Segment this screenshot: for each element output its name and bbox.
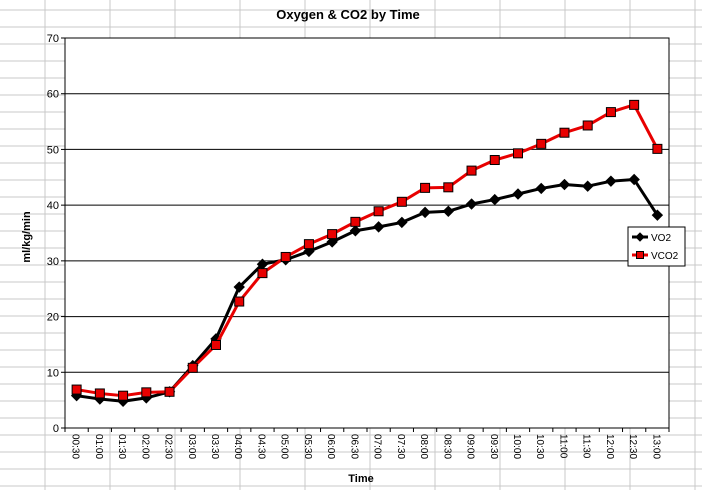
y-tick-label: 0 [53, 423, 59, 435]
y-gridlines [65, 93, 669, 373]
data-point-vco2 [71, 384, 82, 395]
x-tick-label: 08:30 [441, 434, 452, 459]
data-point-vo2 [628, 173, 640, 186]
x-tick-label: 04:30 [255, 434, 266, 459]
legend-label: VO2 [651, 233, 671, 244]
plot-area [65, 38, 669, 428]
data-point-vo2 [396, 216, 408, 229]
data-point-vco2 [466, 165, 477, 176]
x-tick-label: 06:00 [325, 434, 336, 459]
y-axis-label: ml/kg/min [21, 211, 33, 263]
x-tick-label: 02:30 [163, 434, 174, 459]
y-axis: 0 10 20 30 40 50 60 70 [47, 33, 65, 435]
x-tick-label: 01:30 [116, 434, 127, 459]
data-point-vo2 [605, 175, 617, 187]
x-tick-label: 12:30 [627, 434, 638, 459]
x-tick-label: 04:00 [232, 434, 243, 459]
data-point-vco2 [652, 143, 663, 154]
data-point-vco2 [559, 127, 570, 138]
chart-title: Oxygen & CO2 by Time [276, 7, 420, 22]
y-tick-label: 20 [47, 312, 59, 324]
data-point-vo2 [326, 236, 338, 248]
data-point-vo2 [558, 178, 571, 191]
x-axis: 00:30 01:00 01:30 02:00 02:30 03:00 03:30 04:00… [64, 428, 670, 459]
data-point-vco2 [94, 388, 105, 399]
data-point-vco2 [582, 120, 593, 131]
data-point-vo2 [489, 193, 501, 206]
data-point-vco2 [211, 339, 221, 350]
x-tick-label: 03:00 [186, 434, 197, 459]
data-point-vco2 [443, 182, 454, 193]
x-tick-label: 05:00 [279, 434, 290, 459]
data-point-vco2 [141, 387, 152, 398]
data-point-vco2 [396, 196, 407, 207]
x-tick-label: 01:00 [93, 434, 104, 459]
data-point-vco2 [605, 107, 616, 118]
data-point-vco2 [629, 99, 640, 110]
x-tick-label: 07:00 [372, 434, 383, 459]
data-point-vco2 [513, 148, 523, 159]
x-axis-label: Time [348, 473, 373, 485]
data-point-vco2 [164, 386, 175, 397]
y-tick-label: 50 [47, 144, 59, 156]
x-tick-label: 13:00 [650, 434, 661, 459]
series-vco2 [71, 99, 663, 401]
legend-item-vo2: VO2 [632, 232, 671, 244]
y-tick-label: 10 [47, 367, 59, 379]
legend-marker [636, 251, 644, 259]
data-point-vco2 [187, 362, 198, 373]
data-point-vo2 [233, 281, 245, 293]
data-point-vco2 [280, 251, 291, 262]
x-tick-label: 09:30 [488, 434, 499, 459]
data-point-vo2 [349, 225, 362, 237]
data-point-vo2 [442, 205, 455, 217]
y-tick-label: 40 [47, 200, 59, 212]
x-tick-label: 11:00 [557, 434, 568, 459]
y-tick-label: 30 [47, 256, 59, 268]
data-point-vco2 [373, 206, 384, 217]
legend: VO2 VCO2 [627, 226, 686, 267]
data-point-vco2 [327, 229, 338, 240]
data-point-vco2 [234, 296, 245, 307]
data-point-vco2 [420, 182, 431, 193]
data-point-vo2 [535, 182, 547, 195]
x-tick-label: 11:30 [581, 434, 592, 459]
x-tick-label: 07:30 [395, 434, 406, 459]
data-point-vo2 [581, 180, 594, 192]
x-tick-label: 10:00 [511, 434, 522, 459]
data-point-vco2 [350, 216, 361, 227]
x-tick-label: 12:00 [604, 434, 615, 459]
series-layer [70, 99, 664, 407]
data-point-vco2 [536, 138, 547, 149]
legend-box [627, 226, 686, 267]
data-point-vo2 [419, 206, 431, 219]
x-tick-label: 10:30 [534, 434, 545, 459]
data-point-vo2 [372, 221, 385, 233]
x-tick-label: 00:30 [70, 434, 81, 459]
y-tick-label: 60 [47, 89, 59, 101]
x-tick-label: 06:30 [348, 434, 359, 459]
data-point-vco2 [303, 239, 314, 250]
data-point-vco2 [118, 390, 129, 401]
x-tick-label: 08:00 [418, 434, 429, 459]
x-tick-label: 05:30 [302, 434, 313, 459]
legend-marker [635, 232, 645, 242]
x-tick-label: 03:30 [209, 434, 220, 459]
data-point-vo2 [651, 209, 664, 221]
data-point-vco2 [489, 155, 500, 166]
x-tick-label: 09:00 [465, 434, 476, 459]
data-point-vo2 [512, 188, 524, 200]
x-tick-label: 02:00 [139, 434, 150, 459]
legend-item-vco2: VCO2 [632, 251, 679, 262]
y-tick-label: 70 [47, 33, 59, 45]
data-point-vco2 [257, 268, 268, 279]
legend-label: VCO2 [651, 251, 679, 262]
data-point-vo2 [465, 198, 478, 210]
